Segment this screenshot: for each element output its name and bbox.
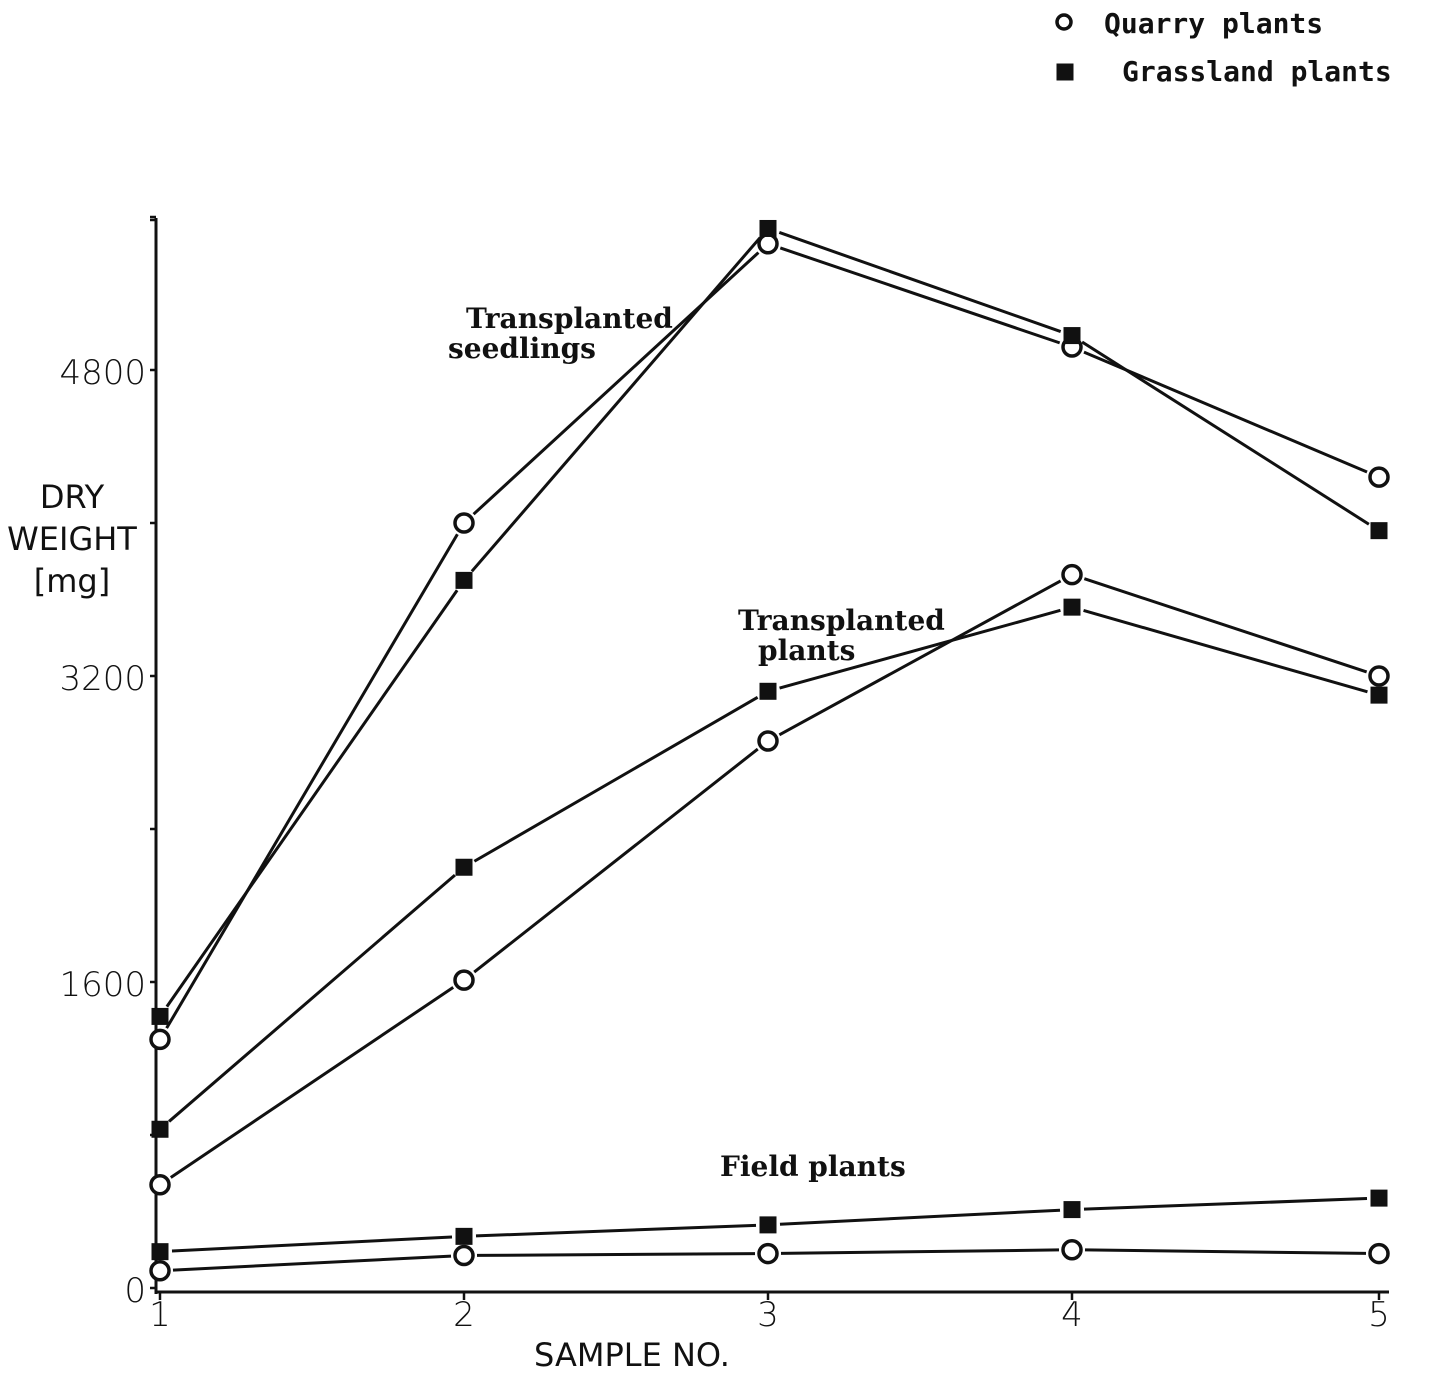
y-axis-title: WEIGHT [7,520,137,558]
series-line-segment [473,747,759,974]
x-tick-label: 1 [149,1295,171,1335]
series-line-segment [1083,609,1368,694]
series-line-segment [1081,340,1370,526]
quarry-point-marker [757,730,779,752]
series-line-segment [778,579,1062,737]
quarry-point-marker [453,969,475,991]
quarry-point-marker [453,512,475,534]
quarry-point-marker [757,1242,779,1265]
grassland-point-marker [455,571,473,589]
series-line-segment [473,696,759,863]
series-line-segment [165,589,459,1008]
series-line-segment [172,1254,452,1272]
series-line-segment [1084,1248,1367,1255]
quarry-point-marker [1368,665,1390,687]
series-line-segment [169,986,455,1179]
legend-grassland-label: Grassland plants [1122,55,1392,88]
quarry-point-marker [1061,563,1083,586]
grassland-point-marker [1370,522,1388,540]
grassland-point-marker [151,1243,169,1261]
y-tick-label: 1600 [59,965,146,1005]
series-line-segment [165,533,459,1029]
grassland-point-marker [151,1120,169,1138]
series-line-segment [779,1208,1061,1226]
quarry-point-marker [149,1173,171,1196]
series-line-segment [779,608,1061,690]
series-line-segment [171,1235,453,1253]
group-label: plants [758,634,855,667]
grassland-point-marker [759,1216,777,1234]
series-line-segment [1083,577,1368,674]
legend-quarry-label: Quarry plants [1104,7,1323,40]
grassland-point-marker [1063,1201,1081,1219]
annotations: TransplantedseedlingsTransplantedplantsF… [448,302,945,1183]
grassland-point-marker [1370,686,1388,704]
series-line-segment [778,231,1062,334]
grassland-point-marker [151,1007,169,1025]
grassland-point-marker [1063,598,1081,616]
series-line-segment [779,246,1061,345]
series-line-segment [476,1252,756,1257]
y-tick-label: 4800 [59,353,146,393]
quarry-point-marker [1061,1239,1083,1261]
series-line-segment [475,1223,757,1238]
axes: 0 1600 3200 4800 1 2 3 4 5 SAMPLE NO. DRY WEIGHT [mg… [7,215,1390,1374]
y-axis-title: [mg] [34,562,110,600]
x-tick-label: 3 [757,1295,779,1335]
group-label: Transplanted [466,302,673,335]
grassland-point-marker [455,858,473,876]
x-tick-label: 5 [1368,1295,1390,1335]
x-tick-label: 4 [1061,1295,1083,1335]
x-tick-label: 2 [453,1295,475,1335]
y-tick-label: 0 [124,1271,146,1311]
quarry-point-marker [453,1244,475,1267]
quarry-point-marker [757,233,779,255]
quarry-point-marker [149,1028,171,1051]
legend-grassland-marker [1056,63,1074,81]
grassland-point-marker [759,219,777,237]
quarry-point-marker [1368,466,1390,488]
y-axis-title: DRY [40,478,105,516]
series-line-segment [1083,1197,1368,1211]
series-line-segment [472,251,760,516]
grassland-point-marker [759,682,777,700]
grassland-point-marker [455,1227,473,1245]
group-label: Field plants [720,1150,906,1183]
grassland-point-marker [1063,327,1081,345]
x-axis-title: SAMPLE NO. [534,1336,730,1374]
legend-quarry-marker [1055,13,1073,31]
group-label: Transplanted [738,604,945,637]
quarry-point-marker [1368,1242,1390,1265]
grassland-point-marker [1370,1189,1388,1207]
series-line-segment [168,873,456,1123]
group-label: seedlings [448,332,596,365]
legend: Quarry plants Grassland plants [1055,7,1392,88]
series-layer [149,219,1390,1282]
y-tick-label: 3200 [59,659,146,699]
series-line-segment [470,236,762,573]
series-line-segment [780,1248,1060,1255]
quarry-point-marker [149,1260,171,1282]
